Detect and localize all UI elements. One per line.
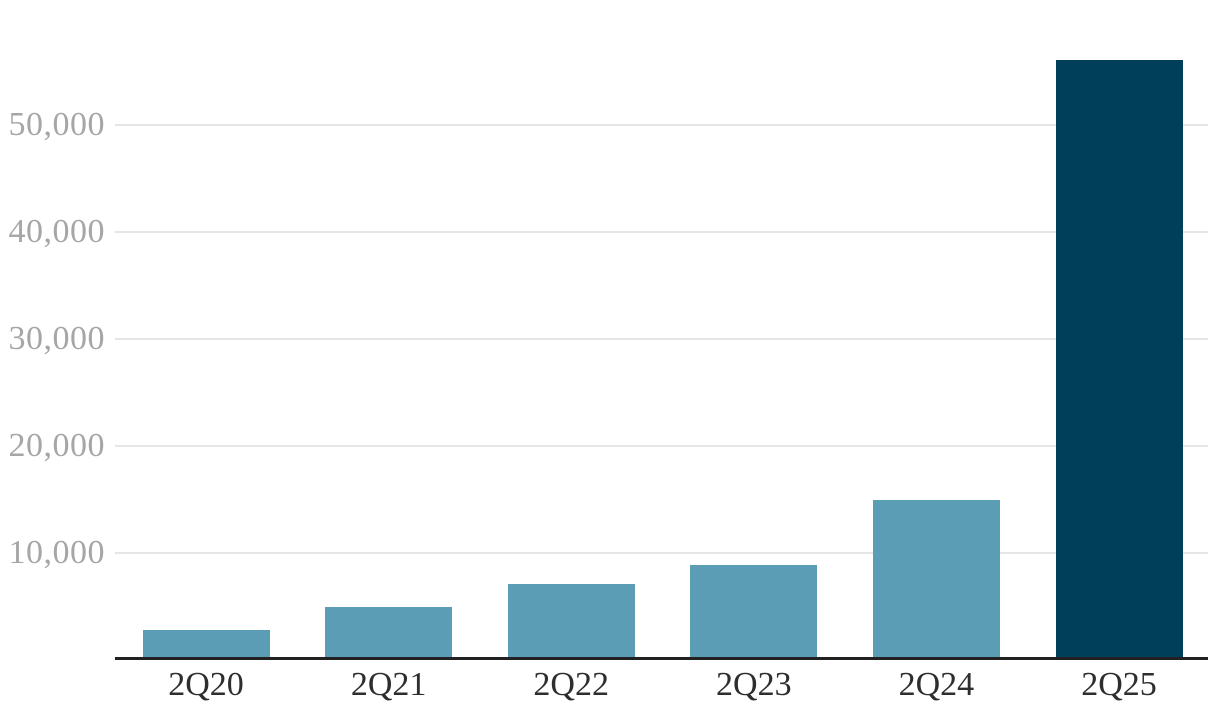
bar-2q20 xyxy=(142,630,270,660)
bar-2q25 xyxy=(1055,59,1183,660)
x-axis-tick-label: 2Q21 xyxy=(350,666,427,703)
x-axis-tick-label: 2Q24 xyxy=(898,666,975,703)
gridline-40000 xyxy=(115,231,1208,233)
gridline-20000 xyxy=(115,445,1208,447)
gridline-30000 xyxy=(115,338,1208,340)
gridline-50000 xyxy=(115,124,1208,126)
bar-2q21 xyxy=(325,606,453,660)
x-axis-tick-label: 2Q23 xyxy=(716,666,792,703)
y-axis-tick-label: 50,000 xyxy=(8,106,105,143)
gridline-10000 xyxy=(115,552,1208,554)
x-axis-line xyxy=(115,657,1208,660)
y-axis-tick-label: 40,000 xyxy=(8,213,105,250)
bar-2q23 xyxy=(690,564,818,660)
y-axis-tick-label: 10,000 xyxy=(8,534,105,571)
bar-2q24 xyxy=(872,499,1000,660)
y-axis-tick-label: 20,000 xyxy=(8,427,105,464)
y-axis-tick-label: 30,000 xyxy=(8,320,105,357)
x-axis-tick-label: 2Q22 xyxy=(533,666,609,703)
bar-2q22 xyxy=(507,584,635,660)
x-axis-tick-label: 2Q20 xyxy=(168,666,244,703)
x-axis-tick-label: 2Q25 xyxy=(1081,666,1157,703)
